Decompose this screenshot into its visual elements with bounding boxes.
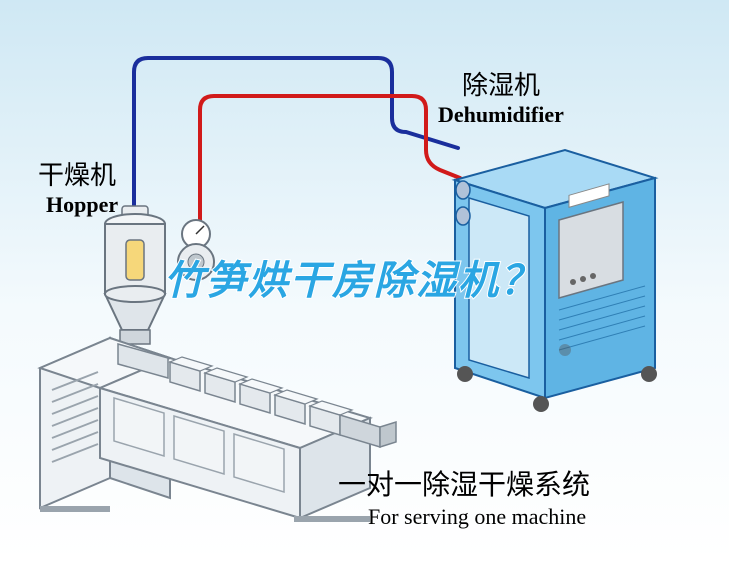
dehumidifier-label-cn: 除湿机	[462, 70, 540, 101]
hopper-label-cn: 干燥机	[38, 160, 116, 191]
system-label-cn: 一对一除湿干燥系统	[338, 468, 590, 502]
overlay-title: 竹笋烘干房除湿机？	[164, 248, 542, 306]
dehumidifier-label-en: Dehumidifier	[438, 102, 564, 128]
diagram-canvas: 干燥机 Hopper 除湿机 Dehumidifier 一对一除湿干燥系统 Fo…	[0, 0, 729, 561]
system-label-en: For serving one machine	[368, 504, 586, 530]
hopper-label-en: Hopper	[46, 192, 118, 218]
